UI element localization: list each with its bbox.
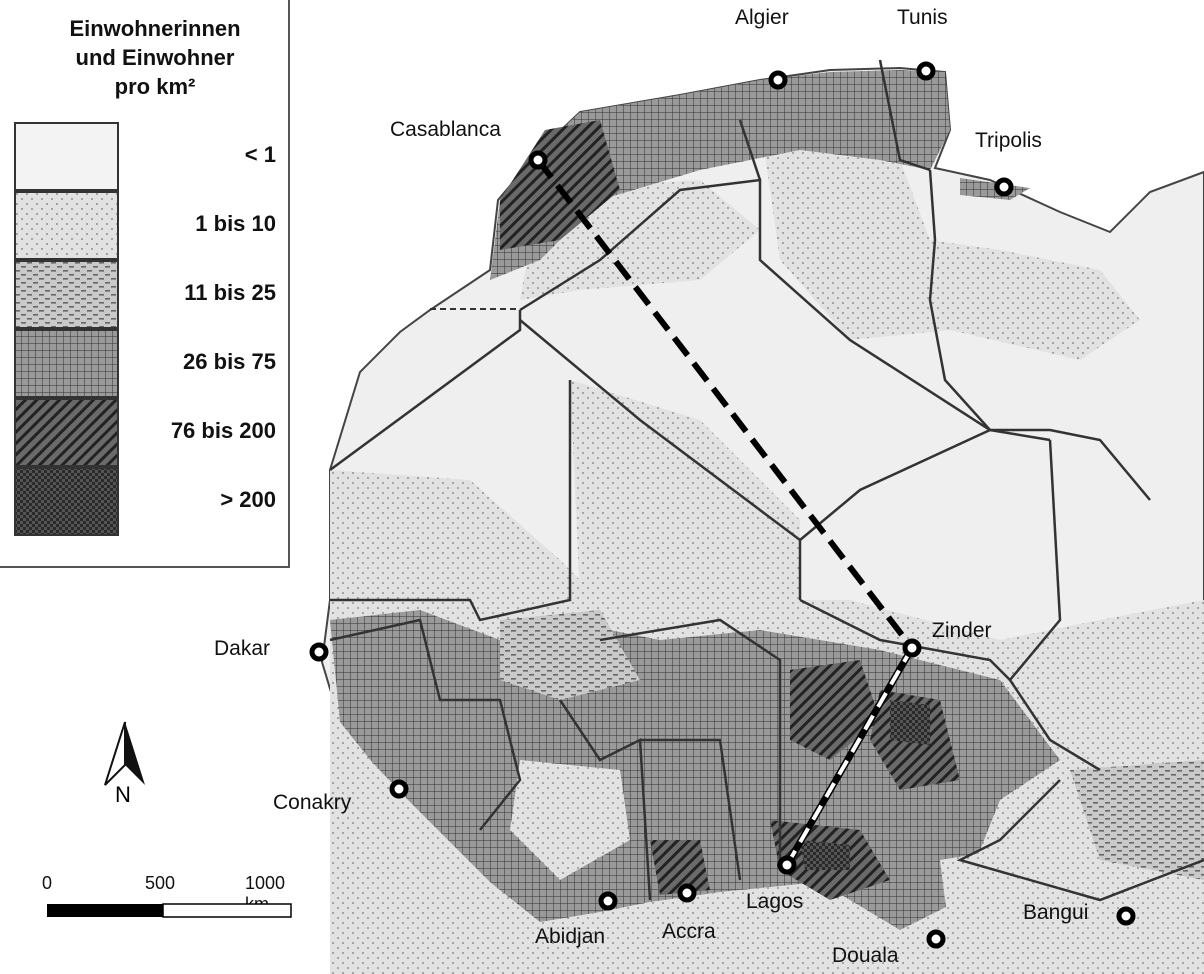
- city-marker-lagos: [777, 855, 797, 875]
- city-label-lagos: Lagos: [746, 890, 804, 913]
- city-marker-bangui: [1116, 906, 1136, 926]
- legend-swatch: [14, 467, 119, 536]
- scale-label: 500: [145, 873, 176, 893]
- city-marker-tunis: [916, 61, 936, 81]
- routes: [535, 158, 916, 867]
- legend-item: < 1: [14, 122, 284, 191]
- city-label-tripolis: Tripolis: [975, 129, 1042, 152]
- city-label-douala: Douala: [832, 944, 899, 967]
- legend-item: 11 bis 25: [14, 260, 284, 329]
- scale-bar-graphic: [47, 903, 292, 918]
- city-marker-conakry: [389, 779, 409, 799]
- city-label-bangui: Bangui: [1023, 901, 1089, 924]
- city-marker-abidjan: [598, 891, 618, 911]
- route-zinder-lagos: [785, 647, 914, 866]
- legend-swatch: [14, 398, 119, 467]
- city-marker-zinder: [902, 638, 922, 658]
- legend-item: 1 bis 10: [14, 191, 284, 260]
- city-label-conakry: Conakry: [273, 791, 352, 814]
- legend-swatch: [14, 191, 119, 260]
- city-marker-douala: [926, 929, 946, 949]
- route-casablanca-zinder: [535, 158, 915, 650]
- city-marker-casablanca: [528, 150, 548, 170]
- north-arrow-icon: [104, 721, 145, 786]
- city-label-zinder: Zinder: [932, 619, 992, 642]
- legend-item: > 200: [14, 467, 284, 536]
- city-marker-tripolis: [994, 177, 1014, 197]
- north-arrow: N: [100, 720, 150, 807]
- north-label: N: [115, 782, 131, 807]
- city-label-casablanca: Casablanca: [390, 118, 501, 141]
- city-marker-algier: [768, 70, 788, 90]
- country-borders: [329, 59, 1204, 902]
- city-marker-dakar: [309, 642, 329, 662]
- legend-title: Einwohnerinnen und Einwohner pro km²: [69, 16, 241, 99]
- legend-swatch: [14, 260, 119, 329]
- city-markers: [309, 61, 1136, 949]
- legend-swatch: [14, 329, 119, 398]
- city-label-accra: Accra: [662, 920, 716, 943]
- legend: Einwohnerinnen und Einwohner pro km² < 1…: [0, 0, 290, 568]
- legend-swatch: [14, 122, 119, 191]
- legend-item: 26 bis 75: [14, 329, 284, 398]
- legend-item: 76 bis 200: [14, 398, 284, 467]
- city-label-algier: Algier: [735, 6, 789, 29]
- city-label-dakar: Dakar: [214, 637, 271, 660]
- city-label-abidjan: Abidjan: [535, 925, 606, 948]
- city-marker-accra: [677, 883, 697, 903]
- scale-label: 0: [42, 873, 53, 893]
- city-label-tunis: Tunis: [897, 6, 948, 29]
